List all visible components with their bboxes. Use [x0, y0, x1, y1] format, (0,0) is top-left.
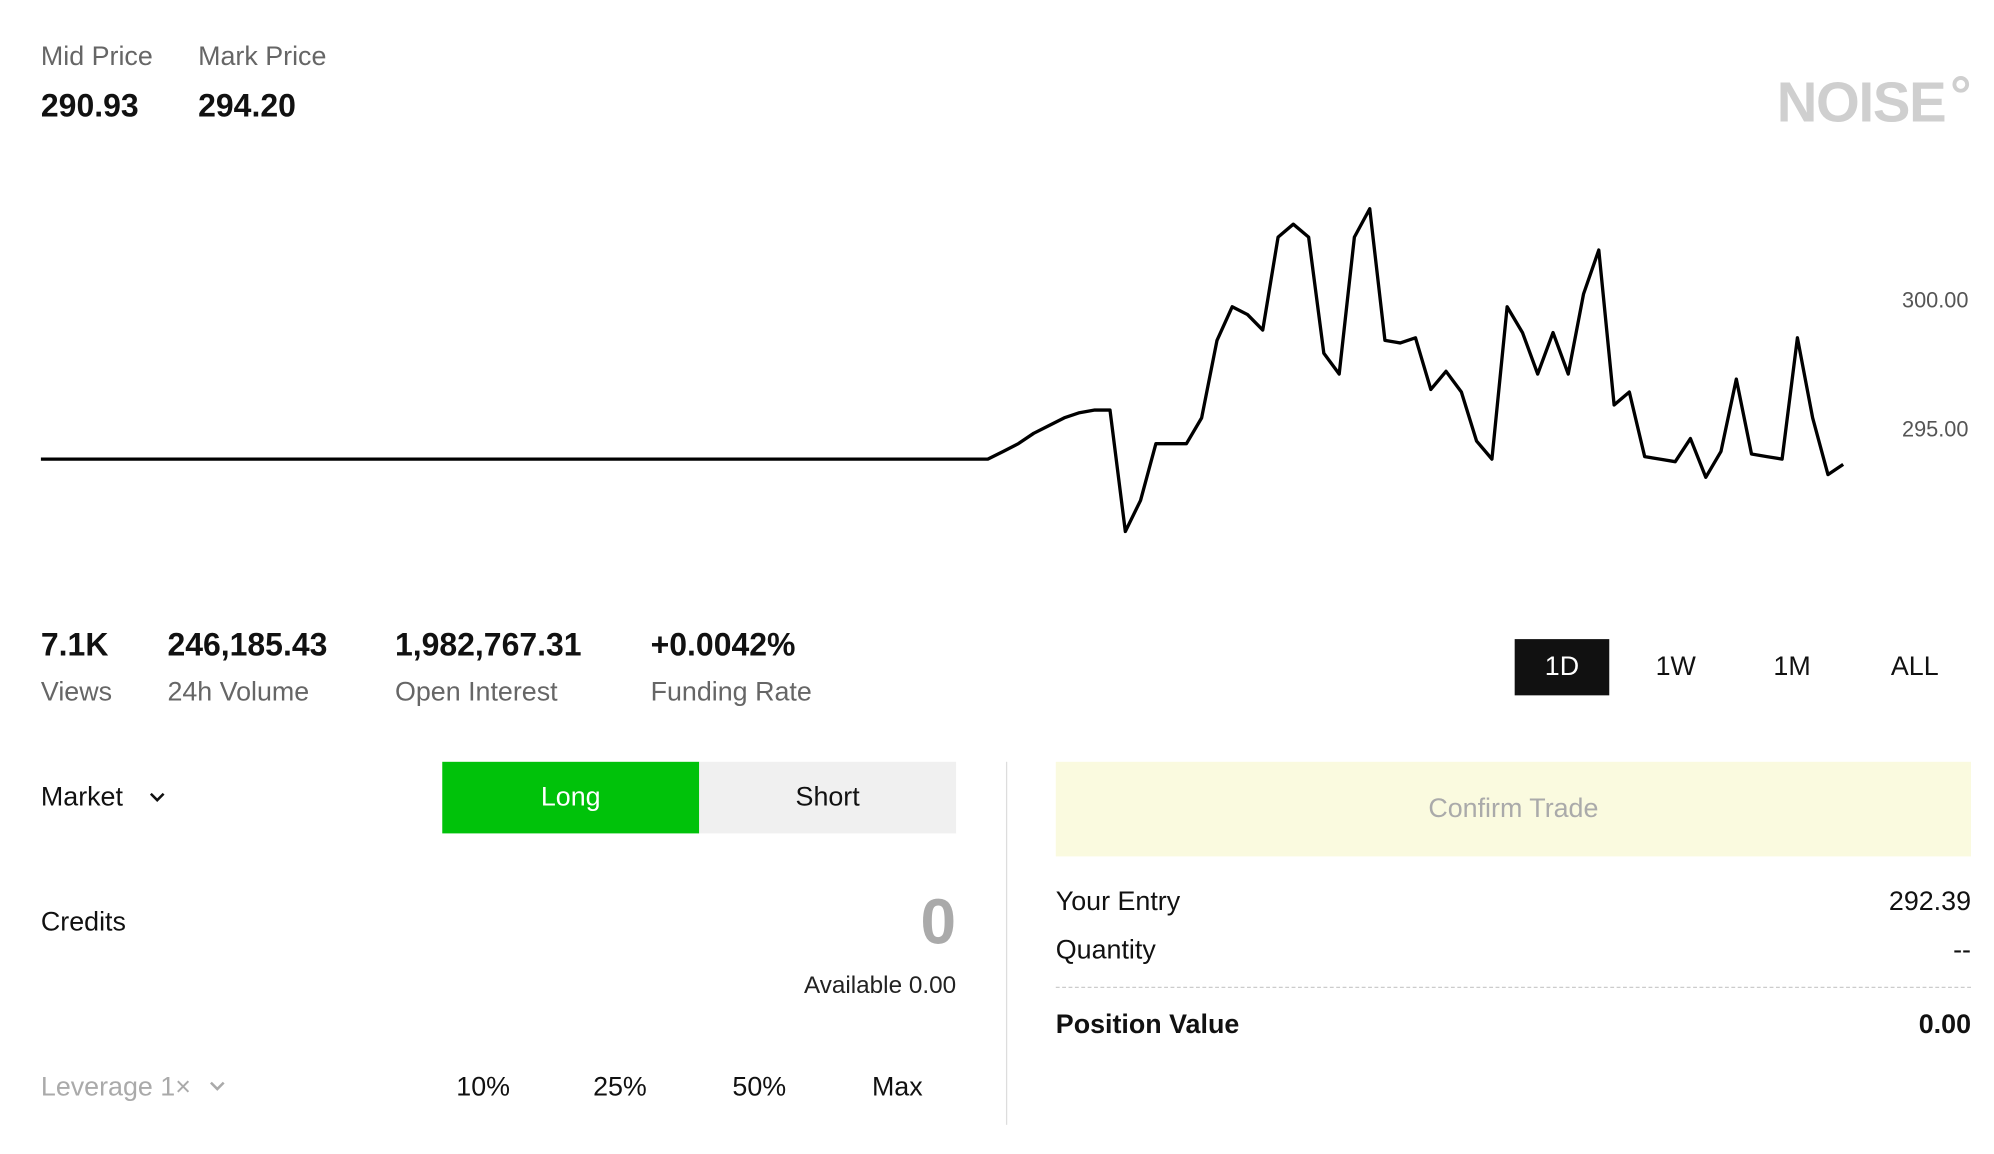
y-tick-label: 295.00 [1902, 416, 1968, 441]
stat-value: +0.0042% [650, 627, 796, 664]
entry-label: Your Entry [1055, 887, 1181, 917]
separator [1055, 986, 1971, 989]
timeframe-button[interactable]: 1W [1655, 651, 1696, 682]
mark-price-value: 294.20 [198, 88, 296, 124]
quantity-label: Quantity [1055, 935, 1156, 966]
confirm-button[interactable]: Confirm Trade [1055, 761, 1971, 857]
leverage[interactable]: Leverage 1× [40, 1072, 191, 1102]
price-chart: 295.00 300.00 [40, 207, 1968, 534]
amount-button[interactable]: Max [871, 1072, 923, 1102]
mid-price-value: 290.93 [40, 88, 139, 124]
credits-label: Credits [40, 907, 126, 937]
chevron [149, 792, 165, 802]
amount-button[interactable]: 50% [732, 1072, 787, 1102]
logo: NOISE [1776, 71, 1947, 135]
order-type[interactable]: Market [40, 782, 123, 812]
quantity-value: -- [1953, 935, 1971, 966]
stat-label: 24h Volume [167, 677, 310, 707]
stat-label: Open Interest [394, 677, 558, 707]
amount-button[interactable]: 10% [456, 1072, 511, 1102]
timeframe-button[interactable]: 1D [1514, 639, 1610, 696]
chevron [210, 1081, 225, 1091]
stat-label: Funding Rate [650, 677, 812, 707]
mid-price-label: Mid Price [40, 42, 153, 72]
entry-value: 292.39 [1888, 887, 1971, 917]
timeframe-button[interactable]: 1M [1773, 651, 1811, 682]
stat-label: Views [40, 677, 113, 707]
short-button[interactable]: Short [699, 761, 957, 834]
logo-mark [1952, 76, 1970, 93]
available: Available 0.00 [803, 972, 957, 1000]
stat-value: 1,982,767.31 [394, 627, 582, 664]
stat-value: 246,185.43 [167, 627, 328, 664]
credits-input[interactable]: 0 [920, 885, 957, 958]
position-value-label: Position Value [1055, 1009, 1240, 1040]
divider [1005, 761, 1008, 1125]
position-value: 0.00 [1918, 1009, 1971, 1040]
timeframe-button[interactable]: ALL [1890, 651, 1939, 682]
y-tick-label: 300.00 [1902, 287, 1968, 312]
price-line [40, 207, 1845, 534]
mark-price-label: Mark Price [198, 42, 327, 72]
long-button[interactable]: Long [442, 761, 700, 834]
amount-button[interactable]: 25% [593, 1072, 647, 1102]
stat-value: 7.1K [40, 627, 109, 664]
